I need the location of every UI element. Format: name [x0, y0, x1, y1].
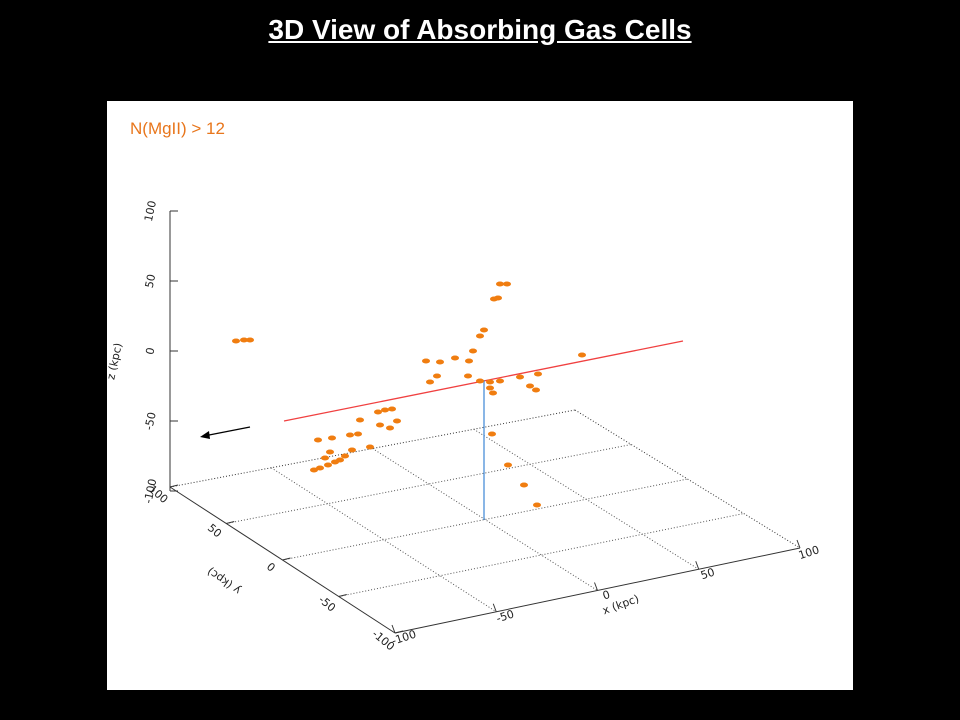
gas-cell — [393, 418, 401, 424]
gas-cell — [532, 387, 540, 393]
gas-cell — [366, 444, 374, 450]
gas-cell — [451, 355, 459, 361]
gas-cell — [433, 373, 441, 379]
floor-edge — [574, 409, 801, 549]
gas-cell — [341, 453, 349, 459]
gas-cell — [246, 337, 254, 343]
y-tick — [169, 484, 179, 488]
gas-cell — [346, 432, 354, 438]
gas-cell — [326, 449, 334, 455]
gas-cell — [316, 465, 324, 471]
gas-cell — [324, 462, 332, 468]
gas-cell — [480, 327, 488, 333]
gas-cell — [503, 281, 511, 287]
gas-cell — [436, 359, 444, 365]
x-tick-label: 100 — [797, 543, 821, 562]
gas-cell — [578, 352, 586, 358]
gas-cell — [488, 431, 496, 437]
z-tick-label: 50 — [143, 273, 159, 289]
gas-cell — [526, 383, 534, 389]
legend: N(MgII) > 12 — [130, 119, 225, 138]
gas-cell — [310, 467, 318, 473]
floor-grid — [473, 428, 700, 570]
arrow — [203, 426, 251, 437]
gas-cell — [376, 422, 384, 428]
gas-cell — [486, 379, 494, 385]
gas-cell — [381, 407, 389, 413]
gas-cell — [240, 337, 248, 343]
gas-cell — [328, 435, 336, 441]
z-tick-label: -50 — [142, 411, 158, 431]
z-tick-label: 100 — [142, 199, 159, 222]
gas-cell — [388, 406, 396, 412]
gas-cell — [354, 431, 362, 437]
x-tick — [492, 603, 497, 612]
gas-cell — [520, 482, 528, 488]
gas-cell — [504, 462, 512, 468]
slide-title: 3D View of Absorbing Gas Cells — [268, 14, 692, 45]
gas-cell — [534, 371, 542, 377]
x-tick — [594, 582, 598, 591]
gas-cell — [232, 338, 240, 344]
x-tick — [695, 561, 700, 570]
y-tick — [338, 594, 347, 597]
gas-cell — [486, 385, 494, 391]
gas-cells — [232, 281, 586, 508]
gas-cell — [386, 425, 394, 431]
gas-cell — [348, 447, 356, 453]
x-tick — [796, 539, 801, 549]
gas-cell — [533, 502, 541, 508]
gas-cell — [469, 348, 477, 354]
gas-cell — [516, 374, 524, 380]
gas-cell — [476, 333, 484, 339]
gas-cell — [496, 378, 504, 384]
z-tick-label: -100 — [142, 478, 160, 505]
gas-cell — [321, 455, 329, 461]
gas-cell — [476, 378, 484, 384]
gas-cell — [496, 281, 504, 287]
floor-grid — [270, 467, 497, 613]
x-tick-label: 50 — [699, 566, 716, 583]
x-tick-label: -50 — [495, 607, 516, 625]
gas-cell — [314, 437, 322, 443]
x-tick — [391, 624, 396, 634]
gas-cell — [356, 417, 364, 423]
y-tick — [226, 521, 235, 524]
gas-cell — [489, 390, 497, 396]
x-tick-label: 0 — [601, 588, 612, 603]
y-tick — [282, 557, 291, 561]
gas-cell — [336, 457, 344, 463]
gas-cell — [465, 358, 473, 364]
figure-panel — [107, 101, 853, 690]
z-tick-label: 0 — [143, 346, 157, 356]
gas-cell — [494, 295, 502, 301]
gas-cell — [426, 379, 434, 385]
gas-cell — [464, 373, 472, 379]
y-tick — [394, 630, 404, 634]
gas-cell — [374, 409, 382, 415]
arrow-head — [200, 431, 210, 439]
gas-cell — [422, 358, 430, 364]
